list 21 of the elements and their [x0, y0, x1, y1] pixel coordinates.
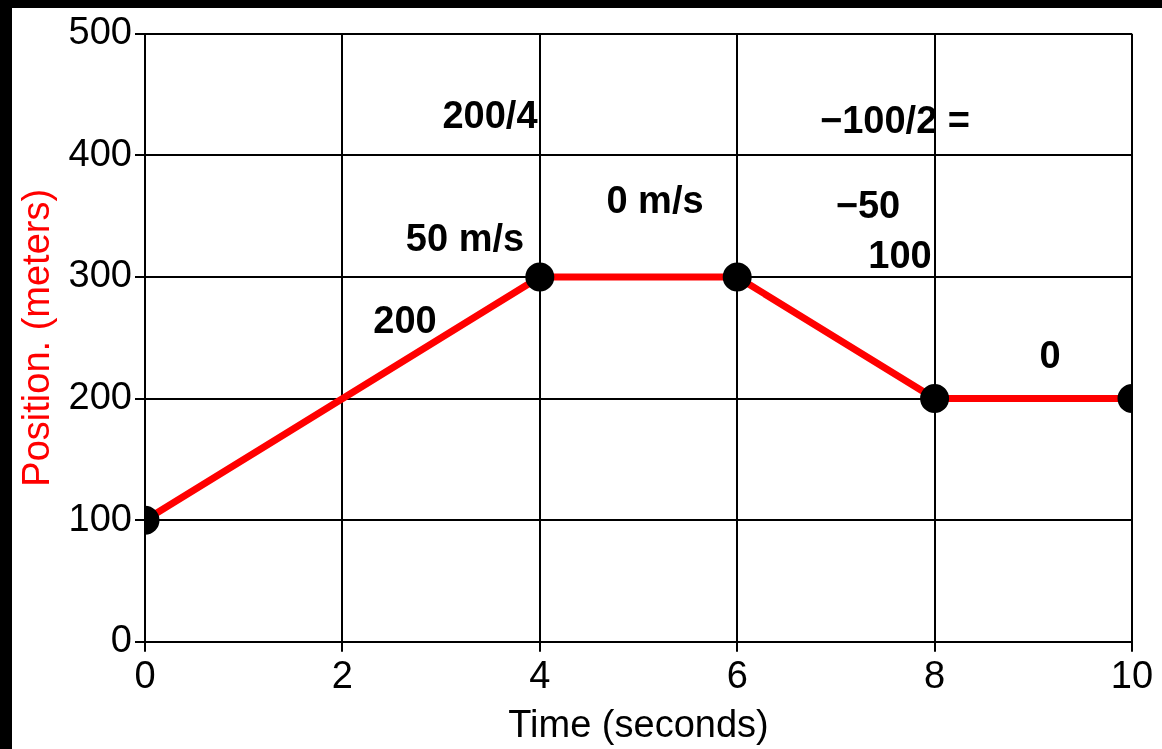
y-tick-label: 0: [110, 618, 132, 661]
y-tick-label: 100: [68, 496, 132, 539]
x-tick-label: 10: [1110, 654, 1154, 697]
annotation: 200/4: [442, 94, 538, 136]
y-tick-label: 200: [68, 375, 132, 418]
annotation: 100: [868, 234, 932, 276]
annotation: 200: [373, 299, 437, 341]
y-tick-label: 300: [68, 253, 132, 296]
annotation: −50: [835, 184, 901, 226]
x-tick-label: 6: [726, 654, 748, 697]
annotation: 0: [1039, 334, 1061, 376]
x-tick-label: 4: [529, 654, 551, 697]
x-tick-label: 8: [924, 654, 946, 697]
y-tick-label: 500: [68, 10, 132, 53]
y-axis-title: Position. (meters): [15, 188, 58, 487]
y-tick-label: 400: [68, 131, 132, 174]
annotation: 0 m/s: [606, 179, 704, 221]
annotation: 50 m/s: [405, 217, 525, 259]
x-axis-title: Time (seconds): [508, 702, 769, 745]
x-tick-label: 2: [331, 654, 353, 697]
annotation: −100/2 =: [819, 99, 971, 141]
